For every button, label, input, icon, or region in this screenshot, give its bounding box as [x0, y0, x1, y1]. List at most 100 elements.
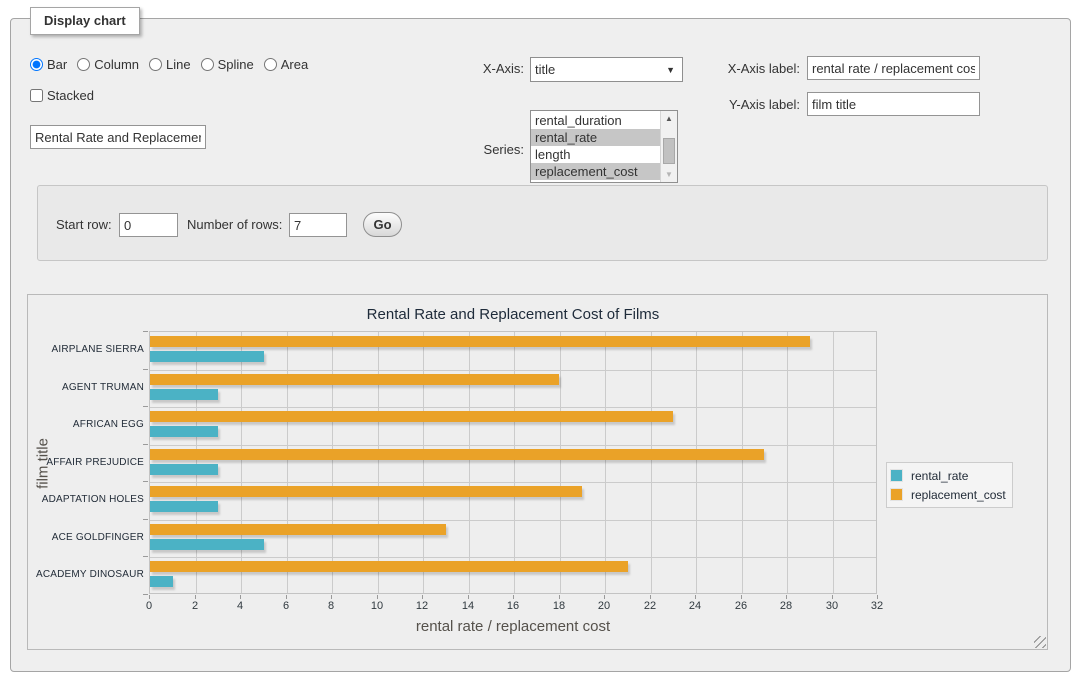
chart-title: Rental Rate and Replacement Cost of Film… — [149, 306, 877, 323]
chart-legend: rental_rate replacement_cost — [886, 462, 1013, 508]
y-axis-label-input[interactable] — [807, 92, 980, 116]
gridline — [150, 407, 876, 408]
number-of-rows-input[interactable] — [289, 213, 347, 237]
gridline — [196, 332, 197, 593]
gridline — [696, 332, 697, 593]
go-button[interactable]: Go — [363, 212, 402, 237]
scrollbar-thumb[interactable] — [663, 138, 675, 164]
series-select-label: Series: — [430, 142, 524, 157]
y-axis-title: film title — [35, 409, 52, 519]
chart-type-radio-group: Bar Column Line Spline Area — [30, 57, 318, 72]
x-tick-mark — [149, 595, 150, 599]
panel-legend: Display chart — [30, 7, 140, 35]
chart-type-radio-column[interactable] — [77, 58, 90, 71]
bar-rental_rate — [150, 351, 264, 362]
chart-title-input[interactable] — [30, 125, 206, 149]
y-tick-mark — [143, 331, 148, 332]
plot-area — [149, 331, 877, 594]
x-tick-mark — [377, 595, 378, 599]
chart-type-option-line: Line — [149, 57, 191, 72]
x-tick-label: 22 — [635, 600, 665, 612]
series-listbox[interactable]: rental_durationrental_ratelengthreplacem… — [530, 110, 678, 183]
gridline — [378, 332, 379, 593]
chart-type-label: Area — [281, 57, 308, 72]
scroll-down-icon[interactable]: ▼ — [661, 167, 677, 182]
x-tick-mark — [877, 595, 878, 599]
x-tick-label: 12 — [407, 600, 437, 612]
x-tick-mark — [741, 595, 742, 599]
bar-replacement_cost — [150, 524, 446, 535]
x-tick-mark — [195, 595, 196, 599]
bar-replacement_cost — [150, 561, 628, 572]
gridline — [150, 370, 876, 371]
chart-type-radio-bar[interactable] — [30, 58, 43, 71]
series-option-replacement_cost[interactable]: replacement_cost — [531, 163, 660, 180]
gridline — [469, 332, 470, 593]
chart-type-label: Column — [94, 57, 139, 72]
y-tick-mark — [143, 481, 148, 482]
gridline — [150, 557, 876, 558]
gridline — [787, 332, 788, 593]
page: Display chart Bar Column Line Spline Area St… — [0, 0, 1081, 681]
x-axis-select[interactable]: title ▼ — [530, 57, 683, 82]
chart-type-radio-line[interactable] — [149, 58, 162, 71]
x-tick-label: 0 — [134, 600, 164, 612]
rows-control-box: Start row: Number of rows: Go — [37, 185, 1048, 261]
series-option-rental_rate[interactable]: rental_rate — [531, 129, 660, 146]
number-of-rows-label: Number of rows: — [187, 217, 282, 232]
x-tick-mark — [513, 595, 514, 599]
x-tick-mark — [650, 595, 651, 599]
x-tick-label: 2 — [180, 600, 210, 612]
x-tick-label: 20 — [589, 600, 619, 612]
series-scrollbar[interactable]: ▲ ▼ — [660, 111, 677, 182]
legend-entry: rental_rate — [890, 466, 1006, 485]
y-axis-label-field-label: Y-Axis label: — [700, 97, 800, 112]
x-axis-select-label: X-Axis: — [430, 61, 524, 76]
chart-type-label: Bar — [47, 57, 67, 72]
x-axis-label-input[interactable] — [807, 56, 980, 80]
y-tick-mark — [143, 369, 148, 370]
gridline — [150, 445, 876, 446]
gridline — [241, 332, 242, 593]
stacked-checkbox[interactable] — [30, 89, 43, 102]
gridline — [651, 332, 652, 593]
chart-type-option-column: Column — [77, 57, 139, 72]
bar-rental_rate — [150, 539, 264, 550]
chart-type-option-spline: Spline — [201, 57, 254, 72]
series-option-rental_duration[interactable]: rental_duration — [531, 112, 660, 129]
stacked-row: Stacked — [30, 88, 94, 103]
legend-label: replacement_cost — [911, 488, 1006, 502]
series-option-length[interactable]: length — [531, 146, 660, 163]
start-row-input[interactable] — [119, 213, 178, 237]
chart-type-option-bar: Bar — [30, 57, 67, 72]
x-tick-label: 4 — [225, 600, 255, 612]
gridline — [514, 332, 515, 593]
gridline — [423, 332, 424, 593]
x-tick-mark — [331, 595, 332, 599]
scroll-up-icon[interactable]: ▲ — [661, 111, 677, 126]
bar-replacement_cost — [150, 411, 673, 422]
gridline — [332, 332, 333, 593]
x-axis-title: rental rate / replacement cost — [149, 618, 877, 635]
bar-replacement_cost — [150, 374, 559, 385]
legend-swatch — [890, 469, 903, 482]
x-tick-mark — [422, 595, 423, 599]
x-tick-mark — [604, 595, 605, 599]
chart-type-radio-spline[interactable] — [201, 58, 214, 71]
x-tick-label: 26 — [726, 600, 756, 612]
chart-type-label: Spline — [218, 57, 254, 72]
legend-swatch — [890, 488, 903, 501]
chart-type-radio-area[interactable] — [264, 58, 277, 71]
y-tick-mark — [143, 406, 148, 407]
x-tick-mark — [240, 595, 241, 599]
gridline — [742, 332, 743, 593]
x-tick-mark — [695, 595, 696, 599]
y-category-label: ACADEMY DINOSAUR — [24, 569, 144, 580]
x-tick-label: 10 — [362, 600, 392, 612]
x-tick-label: 18 — [544, 600, 574, 612]
bar-rental_rate — [150, 576, 173, 587]
x-axis-label-field-label: X-Axis label: — [700, 61, 800, 76]
resize-handle-icon[interactable] — [1034, 636, 1046, 648]
chart-type-option-area: Area — [264, 57, 308, 72]
chart-container: Rental Rate and Replacement Cost of Film… — [27, 294, 1048, 650]
